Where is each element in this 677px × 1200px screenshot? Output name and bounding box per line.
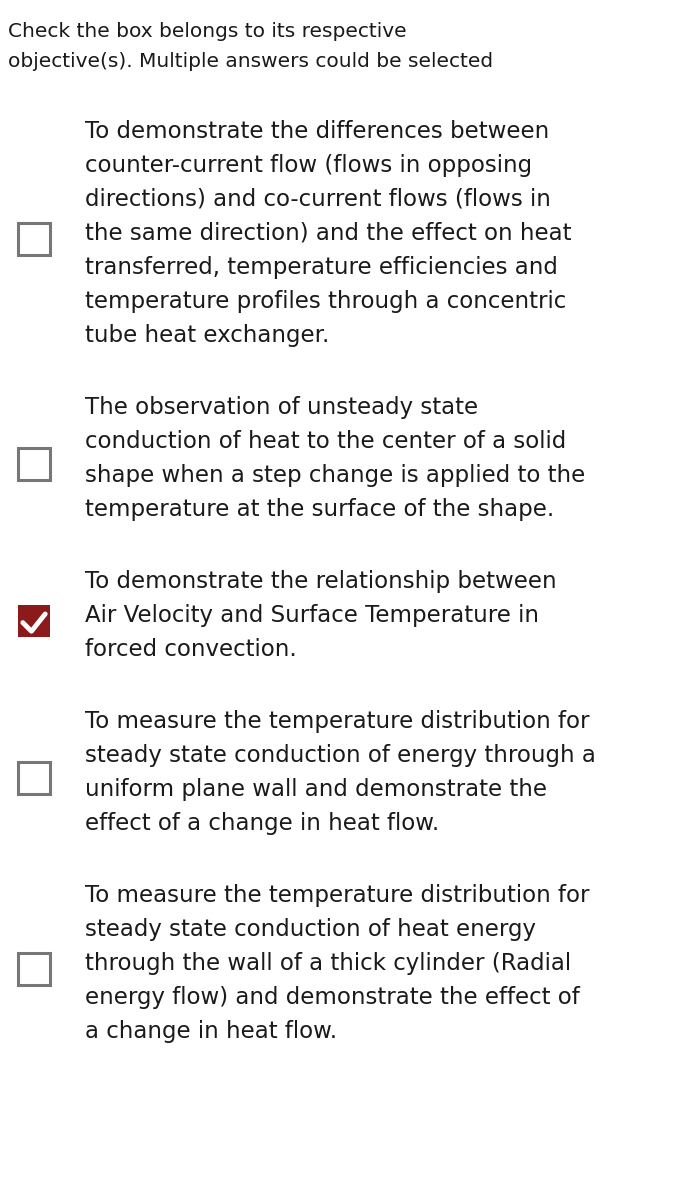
- Text: directions) and co-current flows (flows in: directions) and co-current flows (flows …: [85, 188, 551, 211]
- Text: through the wall of a thick cylinder (Radial: through the wall of a thick cylinder (Ra…: [85, 952, 571, 974]
- Text: counter-current flow (flows in opposing: counter-current flow (flows in opposing: [85, 154, 532, 176]
- FancyBboxPatch shape: [18, 953, 50, 985]
- Text: effect of a change in heat flow.: effect of a change in heat flow.: [85, 812, 439, 835]
- FancyBboxPatch shape: [18, 223, 50, 254]
- Text: To demonstrate the differences between: To demonstrate the differences between: [85, 120, 549, 143]
- Text: The observation of unsteady state: The observation of unsteady state: [85, 396, 478, 419]
- Text: the same direction) and the effect on heat: the same direction) and the effect on he…: [85, 222, 571, 245]
- Text: shape when a step change is applied to the: shape when a step change is applied to t…: [85, 464, 585, 487]
- Text: energy flow) and demonstrate the effect of: energy flow) and demonstrate the effect …: [85, 986, 580, 1009]
- Text: objective(s). Multiple answers could be selected: objective(s). Multiple answers could be …: [8, 52, 493, 71]
- FancyBboxPatch shape: [18, 762, 50, 794]
- Text: uniform plane wall and demonstrate the: uniform plane wall and demonstrate the: [85, 778, 547, 802]
- Text: Check the box belongs to its respective: Check the box belongs to its respective: [8, 22, 407, 41]
- Text: tube heat exchanger.: tube heat exchanger.: [85, 324, 330, 347]
- Text: conduction of heat to the center of a solid: conduction of heat to the center of a so…: [85, 430, 566, 452]
- Text: steady state conduction of energy through a: steady state conduction of energy throug…: [85, 744, 596, 767]
- Text: a change in heat flow.: a change in heat flow.: [85, 1020, 337, 1043]
- Text: To demonstrate the relationship between: To demonstrate the relationship between: [85, 570, 556, 593]
- FancyBboxPatch shape: [18, 605, 50, 637]
- Text: forced convection.: forced convection.: [85, 638, 297, 661]
- Text: transferred, temperature efficiencies and: transferred, temperature efficiencies an…: [85, 256, 558, 278]
- FancyBboxPatch shape: [18, 448, 50, 480]
- Text: temperature profiles through a concentric: temperature profiles through a concentri…: [85, 290, 566, 313]
- Text: temperature at the surface of the shape.: temperature at the surface of the shape.: [85, 498, 554, 521]
- Text: steady state conduction of heat energy: steady state conduction of heat energy: [85, 918, 536, 941]
- Text: Air Velocity and Surface Temperature in: Air Velocity and Surface Temperature in: [85, 604, 539, 626]
- Text: To measure the temperature distribution for: To measure the temperature distribution …: [85, 710, 590, 733]
- Text: To measure the temperature distribution for: To measure the temperature distribution …: [85, 884, 590, 907]
